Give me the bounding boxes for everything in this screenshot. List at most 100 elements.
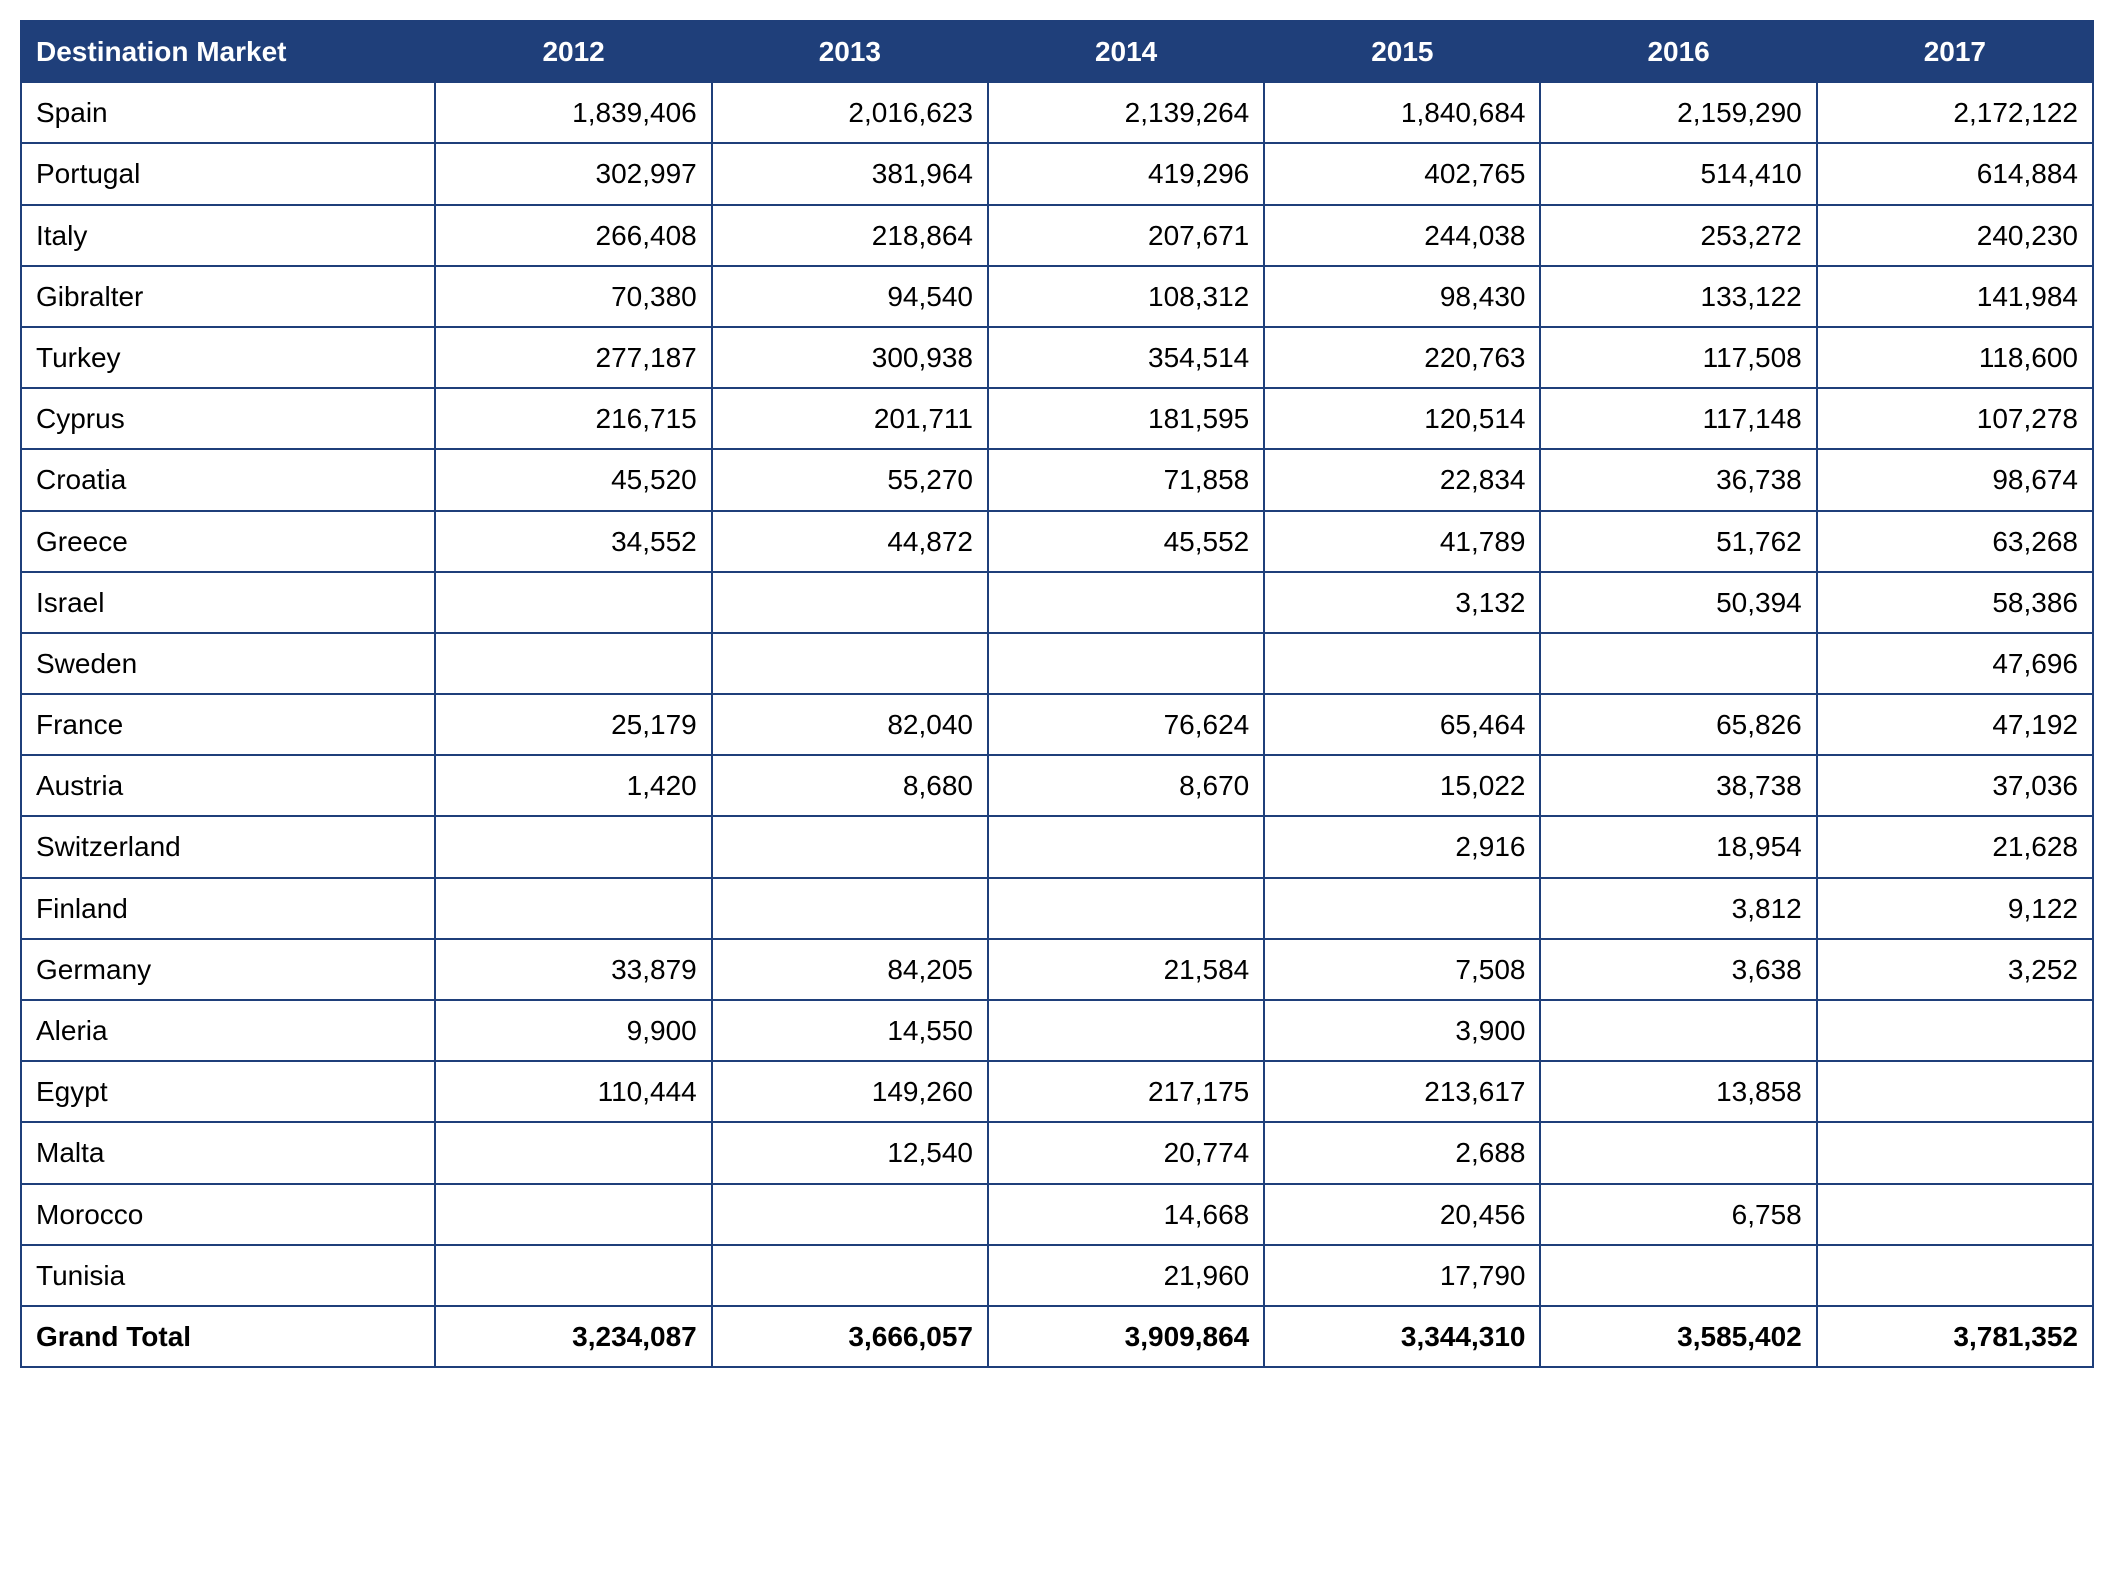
value-cell (988, 878, 1264, 939)
value-cell: 218,864 (712, 205, 988, 266)
value-cell (1540, 1122, 1816, 1183)
value-cell: 65,826 (1540, 694, 1816, 755)
value-cell (435, 816, 711, 877)
market-label: Germany (21, 939, 435, 1000)
value-cell: 12,540 (712, 1122, 988, 1183)
table-row: Italy266,408218,864207,671244,038253,272… (21, 205, 2093, 266)
value-cell: 614,884 (1817, 143, 2093, 204)
value-cell: 141,984 (1817, 266, 2093, 327)
table-row: Malta12,54020,7742,688 (21, 1122, 2093, 1183)
value-cell: 201,711 (712, 388, 988, 449)
value-cell: 110,444 (435, 1061, 711, 1122)
value-cell: 51,762 (1540, 511, 1816, 572)
value-cell: 149,260 (712, 1061, 988, 1122)
table-row: Spain1,839,4062,016,6232,139,2641,840,68… (21, 82, 2093, 143)
value-cell (435, 1184, 711, 1245)
value-cell: 34,552 (435, 511, 711, 572)
value-cell (1817, 1245, 2093, 1306)
value-cell: 47,696 (1817, 633, 2093, 694)
value-cell (435, 1245, 711, 1306)
value-cell (435, 572, 711, 633)
value-cell: 20,774 (988, 1122, 1264, 1183)
table-row: Morocco14,66820,4566,758 (21, 1184, 2093, 1245)
value-cell (988, 1000, 1264, 1061)
value-cell (1540, 1245, 1816, 1306)
market-label: Cyprus (21, 388, 435, 449)
value-cell: 2,159,290 (1540, 82, 1816, 143)
value-cell (1817, 1184, 2093, 1245)
value-cell: 37,036 (1817, 755, 2093, 816)
value-cell (1540, 633, 1816, 694)
value-cell: 13,858 (1540, 1061, 1816, 1122)
value-cell: 1,840,684 (1264, 82, 1540, 143)
value-cell (1817, 1061, 2093, 1122)
value-cell: 133,122 (1540, 266, 1816, 327)
value-cell: 118,600 (1817, 327, 2093, 388)
value-cell: 8,670 (988, 755, 1264, 816)
value-cell: 302,997 (435, 143, 711, 204)
value-cell: 65,464 (1264, 694, 1540, 755)
value-cell: 50,394 (1540, 572, 1816, 633)
value-cell: 514,410 (1540, 143, 1816, 204)
value-cell: 2,139,264 (988, 82, 1264, 143)
market-label: Aleria (21, 1000, 435, 1061)
value-cell: 217,175 (988, 1061, 1264, 1122)
value-cell: 1,420 (435, 755, 711, 816)
market-label: Croatia (21, 449, 435, 510)
value-cell: 220,763 (1264, 327, 1540, 388)
value-cell (988, 633, 1264, 694)
col-header-2014: 2014 (988, 21, 1264, 82)
value-cell: 3,344,310 (1264, 1306, 1540, 1367)
col-header-market: Destination Market (21, 21, 435, 82)
value-cell: 419,296 (988, 143, 1264, 204)
value-cell: 17,790 (1264, 1245, 1540, 1306)
table-row: Aleria9,90014,5503,900 (21, 1000, 2093, 1061)
value-cell: 207,671 (988, 205, 1264, 266)
value-cell: 2,688 (1264, 1122, 1540, 1183)
value-cell: 41,789 (1264, 511, 1540, 572)
value-cell: 3,900 (1264, 1000, 1540, 1061)
value-cell: 70,380 (435, 266, 711, 327)
table-row: Gibralter70,38094,540108,31298,430133,12… (21, 266, 2093, 327)
table-row: Cyprus216,715201,711181,595120,514117,14… (21, 388, 2093, 449)
value-cell: 20,456 (1264, 1184, 1540, 1245)
value-cell: 300,938 (712, 327, 988, 388)
table-row: Tunisia21,96017,790 (21, 1245, 2093, 1306)
table-row: Croatia45,52055,27071,85822,83436,73898,… (21, 449, 2093, 510)
market-label: Austria (21, 755, 435, 816)
table-row: Sweden47,696 (21, 633, 2093, 694)
table-row: Finland3,8129,122 (21, 878, 2093, 939)
value-cell: 117,148 (1540, 388, 1816, 449)
value-cell: 15,022 (1264, 755, 1540, 816)
value-cell: 2,172,122 (1817, 82, 2093, 143)
value-cell: 2,016,623 (712, 82, 988, 143)
value-cell: 98,674 (1817, 449, 2093, 510)
value-cell: 22,834 (1264, 449, 1540, 510)
value-cell (435, 633, 711, 694)
table-row: Austria1,4208,6808,67015,02238,73837,036 (21, 755, 2093, 816)
value-cell: 3,234,087 (435, 1306, 711, 1367)
destination-market-table: Destination Market 2012 2013 2014 2015 2… (20, 20, 2094, 1368)
market-label: Finland (21, 878, 435, 939)
table-row: Portugal302,997381,964419,296402,765514,… (21, 143, 2093, 204)
value-cell: 253,272 (1540, 205, 1816, 266)
value-cell: 402,765 (1264, 143, 1540, 204)
value-cell: 277,187 (435, 327, 711, 388)
value-cell: 6,758 (1540, 1184, 1816, 1245)
value-cell: 63,268 (1817, 511, 2093, 572)
value-cell: 3,909,864 (988, 1306, 1264, 1367)
value-cell (435, 1122, 711, 1183)
value-cell: 3,252 (1817, 939, 2093, 1000)
value-cell (712, 633, 988, 694)
value-cell: 3,638 (1540, 939, 1816, 1000)
value-cell: 3,585,402 (1540, 1306, 1816, 1367)
market-label: Spain (21, 82, 435, 143)
col-header-2012: 2012 (435, 21, 711, 82)
value-cell (435, 878, 711, 939)
value-cell: 45,520 (435, 449, 711, 510)
value-cell (1264, 878, 1540, 939)
value-cell: 98,430 (1264, 266, 1540, 327)
value-cell: 1,839,406 (435, 82, 711, 143)
market-label: Greece (21, 511, 435, 572)
value-cell: 71,858 (988, 449, 1264, 510)
